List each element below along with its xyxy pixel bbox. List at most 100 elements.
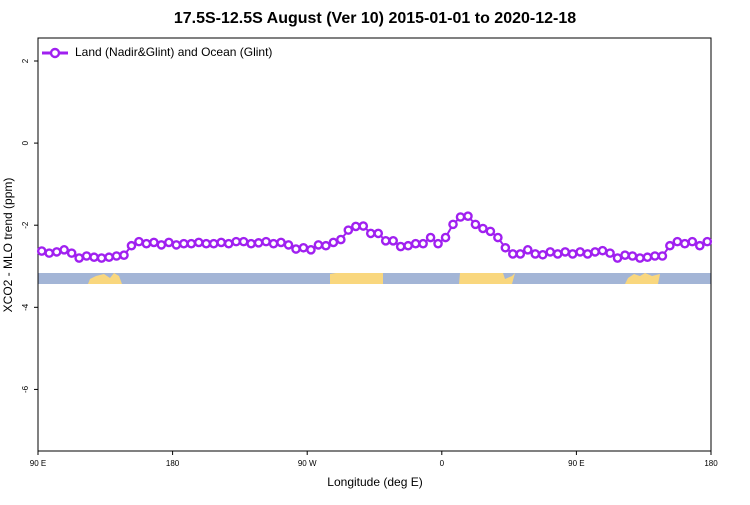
data-point — [171, 240, 182, 250]
data-point — [96, 253, 107, 263]
data-point — [500, 242, 511, 253]
data-point — [418, 238, 428, 249]
data-point — [291, 244, 301, 254]
data-point — [463, 211, 473, 221]
data-point — [126, 240, 137, 251]
data-point — [238, 236, 249, 247]
data-point — [702, 236, 713, 247]
data-point — [470, 219, 481, 230]
data-point — [104, 252, 114, 263]
data-point — [522, 245, 533, 255]
data-point — [74, 253, 84, 263]
y-tick-label: -2 — [21, 221, 30, 229]
data-point — [680, 238, 690, 249]
data-point — [149, 237, 159, 248]
data-point — [650, 251, 660, 261]
data-point — [403, 240, 413, 251]
data-point — [605, 248, 615, 258]
data-point — [186, 238, 197, 249]
data-point — [66, 248, 77, 258]
data-point — [388, 236, 398, 246]
land-patch — [88, 273, 122, 284]
data-point — [425, 232, 436, 243]
x-tick-label: 90 W — [298, 459, 317, 468]
data-point — [313, 240, 324, 250]
data-point — [687, 236, 698, 247]
data-point — [433, 238, 443, 249]
x-tick-label: 0 — [440, 459, 445, 468]
data-point — [179, 238, 189, 249]
data-point — [119, 250, 129, 260]
y-tick-label: -4 — [21, 303, 30, 311]
data-point — [485, 226, 496, 237]
data-point — [193, 237, 204, 248]
land-patch — [459, 273, 515, 284]
data-point — [657, 251, 668, 261]
data-point — [455, 212, 466, 222]
y-axis-label: XCO2 - MLO trend (ppm) — [1, 178, 15, 313]
legend-marker — [49, 47, 61, 59]
data-point — [246, 238, 256, 249]
data-point — [567, 249, 578, 259]
data-point — [410, 238, 421, 249]
data-point — [141, 238, 152, 249]
chart-title: 17.5S-12.5S August (Ver 10) 2015-01-01 t… — [174, 10, 576, 27]
data-point — [672, 236, 683, 247]
data-point — [253, 238, 264, 248]
data-point — [351, 221, 361, 232]
data-point — [164, 237, 174, 248]
data-point — [283, 240, 294, 250]
data-point — [560, 247, 570, 257]
x-tick-label: 90 E — [30, 459, 46, 468]
data-point — [81, 251, 92, 261]
data-point — [373, 228, 384, 239]
data-point — [358, 221, 369, 231]
data-point — [216, 237, 227, 248]
data-point — [44, 248, 55, 258]
data-point — [545, 247, 556, 257]
data-point — [597, 245, 608, 256]
data-point — [627, 251, 638, 261]
data-point — [612, 253, 623, 263]
legend-label: Land (Nadir&Glint) and Ocean (Glint) — [75, 45, 272, 59]
data-point — [575, 247, 585, 257]
x-tick-label: 180 — [166, 459, 180, 468]
data-point — [365, 228, 376, 239]
y-tick-label: 2 — [21, 58, 30, 63]
data-point — [231, 236, 241, 247]
data-point — [478, 223, 488, 234]
data-point — [223, 238, 234, 249]
data-point — [268, 238, 279, 249]
data-point — [156, 240, 167, 250]
data-point — [694, 240, 705, 251]
data-point — [208, 238, 219, 249]
land-patch — [330, 273, 383, 284]
data-point — [530, 249, 541, 259]
data-point — [321, 240, 331, 251]
data-point — [306, 245, 316, 255]
data-point — [440, 232, 451, 243]
data-point — [642, 252, 653, 263]
data-point — [508, 249, 518, 259]
data-point — [276, 237, 286, 248]
data-point — [134, 236, 144, 247]
data-point — [328, 237, 339, 248]
data-point — [111, 251, 122, 261]
x-tick-label: 90 E — [568, 459, 584, 468]
data-point — [395, 241, 406, 252]
land-patch — [625, 273, 660, 284]
data-point — [552, 249, 563, 259]
data-point — [493, 232, 503, 243]
data-point — [51, 247, 62, 257]
data-point — [336, 234, 346, 245]
y-tick-label: -6 — [21, 385, 30, 393]
data-point — [380, 236, 391, 246]
data-point — [261, 236, 271, 247]
data-point — [582, 249, 593, 259]
data-point — [448, 219, 458, 230]
data-point — [665, 240, 675, 251]
land-mask — [38, 273, 711, 284]
data-point — [343, 225, 354, 235]
data-point — [537, 249, 548, 260]
